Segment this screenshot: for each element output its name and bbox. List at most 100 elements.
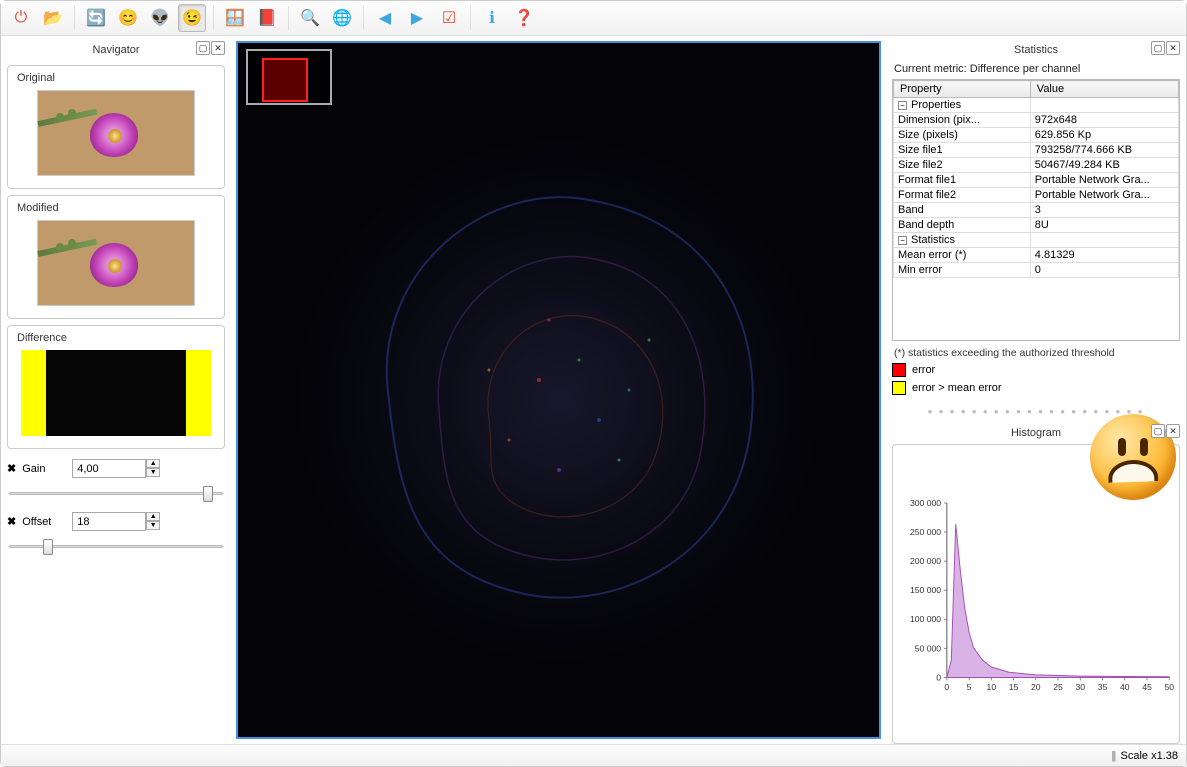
offset-input[interactable] [72, 512, 146, 531]
refresh-icon[interactable]: 🔄 [82, 4, 110, 32]
undock-icon[interactable]: ▢ [196, 41, 210, 55]
svg-text:300 000: 300 000 [910, 498, 941, 508]
svg-text:250 000: 250 000 [910, 527, 941, 537]
scale-label: Scale x1.38 [1121, 750, 1178, 762]
modified-thumbnail[interactable] [37, 220, 195, 306]
mean-error-swatch [892, 381, 906, 395]
toolbar: ⏻📂 🔄😊👽😉 🪟📕 🔍🌐 ◀▶☑ ℹ❓ [1, 1, 1186, 36]
fit-icon[interactable]: 🌐 [328, 4, 356, 32]
back-icon[interactable]: ◀ [371, 4, 399, 32]
gain-up-button[interactable]: ▲ [146, 459, 160, 468]
svg-text:35: 35 [1098, 682, 1108, 692]
gain-down-button[interactable]: ▼ [146, 468, 160, 477]
smile-icon[interactable]: 😊 [114, 4, 142, 32]
close-icon[interactable]: ✕ [211, 41, 225, 55]
gain-slider[interactable] [7, 484, 225, 502]
offset-down-button[interactable]: ▼ [146, 521, 160, 530]
svg-text:20: 20 [1031, 682, 1041, 692]
table-row-key: Size (pixels) [894, 128, 1031, 143]
histogram-title: Histogram [1011, 427, 1061, 439]
table-row-value: 0 [1030, 263, 1178, 278]
power-icon[interactable]: ⏻ [7, 4, 35, 32]
properties-table[interactable]: Property Value −PropertiesDimension (pix… [892, 79, 1180, 341]
svg-text:15: 15 [1009, 682, 1019, 692]
svg-text:10: 10 [987, 682, 997, 692]
difference-label: Difference [14, 332, 70, 344]
offset-reset-button[interactable]: ✖ [7, 515, 16, 528]
help-icon[interactable]: ❓ [510, 4, 538, 32]
forward-icon[interactable]: ▶ [403, 4, 431, 32]
mean-error-legend-label: error > mean error [912, 382, 1002, 394]
error-legend-label: error [912, 364, 935, 376]
statistics-title: Statistics [1014, 44, 1058, 56]
wink-icon[interactable]: 😉 [178, 4, 206, 32]
modified-label: Modified [14, 202, 62, 214]
undock-icon[interactable]: ▢ [1151, 424, 1165, 438]
error-swatch [892, 363, 906, 377]
status-grip: |||| [1111, 750, 1114, 762]
difference-thumbnail[interactable] [21, 350, 211, 436]
check-icon[interactable]: ☑ [435, 4, 463, 32]
offset-spinner[interactable]: ▲▼ [72, 512, 160, 531]
table-row-value: 972x648 [1030, 113, 1178, 128]
info-icon[interactable]: ℹ [478, 4, 506, 32]
table-row-key: Format file1 [894, 173, 1031, 188]
svg-text:50: 50 [1164, 682, 1174, 692]
table-row-key: Size file1 [894, 143, 1031, 158]
original-label: Original [14, 72, 58, 84]
original-thumbnail[interactable] [37, 90, 195, 176]
svg-text:0: 0 [936, 672, 941, 682]
offset-slider[interactable] [7, 537, 225, 555]
gain-reset-button[interactable]: ✖ [7, 462, 16, 475]
metric-label: Current metric: Difference per channel [894, 63, 1180, 75]
window-icon[interactable]: 🪟 [221, 4, 249, 32]
table-group[interactable]: −Statistics [894, 233, 1031, 248]
close-icon[interactable]: ✕ [1166, 424, 1180, 438]
table-row-key: Band [894, 203, 1031, 218]
threshold-footnote: (*) statistics exceeding the authorized … [894, 347, 1180, 359]
navigator-panel: Navigator ▢ ✕ Original Modified [1, 36, 231, 744]
table-row-value: 4.81329 [1030, 248, 1178, 263]
table-group[interactable]: −Properties [894, 98, 1031, 113]
offset-up-button[interactable]: ▲ [146, 512, 160, 521]
navigator-title: Navigator [92, 44, 139, 56]
table-row-value: 793258/774.666 KB [1030, 143, 1178, 158]
col-value[interactable]: Value [1030, 81, 1178, 98]
svg-text:45: 45 [1142, 682, 1152, 692]
table-row-key: Mean error (*) [894, 248, 1031, 263]
svg-text:25: 25 [1053, 682, 1063, 692]
svg-text:100 000: 100 000 [910, 614, 941, 624]
table-row-key: Band depth [894, 218, 1031, 233]
right-column: Statistics ▢ ✕ Current metric: Differenc… [886, 36, 1186, 744]
table-row-value: 50467/49.284 KB [1030, 158, 1178, 173]
svg-text:200 000: 200 000 [910, 556, 941, 566]
statusbar: |||| Scale x1.38 [1, 744, 1186, 766]
col-property[interactable]: Property [894, 81, 1031, 98]
gain-spinner[interactable]: ▲▼ [72, 459, 160, 478]
close-icon[interactable]: ✕ [1166, 41, 1180, 55]
alien-icon[interactable]: 👽 [146, 4, 174, 32]
open-icon[interactable]: 📂 [39, 4, 67, 32]
svg-text:40: 40 [1120, 682, 1130, 692]
table-row-key: Min error [894, 263, 1031, 278]
minimap[interactable] [246, 49, 332, 105]
svg-text:0: 0 [944, 682, 949, 692]
table-row-value: 8U [1030, 218, 1178, 233]
svg-text:30: 30 [1075, 682, 1085, 692]
difference-render [289, 120, 829, 660]
gain-label: Gain [22, 463, 66, 475]
table-row-key: Format file2 [894, 188, 1031, 203]
svg-text:50 000: 50 000 [915, 643, 942, 653]
table-row-value: 3 [1030, 203, 1178, 218]
table-row-key: Size file2 [894, 158, 1031, 173]
offset-label: Offset [22, 516, 66, 528]
zoom-icon[interactable]: 🔍 [296, 4, 324, 32]
gain-input[interactable] [72, 459, 146, 478]
svg-text:5: 5 [967, 682, 972, 692]
table-row-value: Portable Network Gra... [1030, 188, 1178, 203]
difference-viewport[interactable] [236, 41, 881, 739]
undock-icon[interactable]: ▢ [1151, 41, 1165, 55]
book-icon[interactable]: 📕 [253, 4, 281, 32]
table-row-key: Dimension (pix... [894, 113, 1031, 128]
svg-text:150 000: 150 000 [910, 585, 941, 595]
